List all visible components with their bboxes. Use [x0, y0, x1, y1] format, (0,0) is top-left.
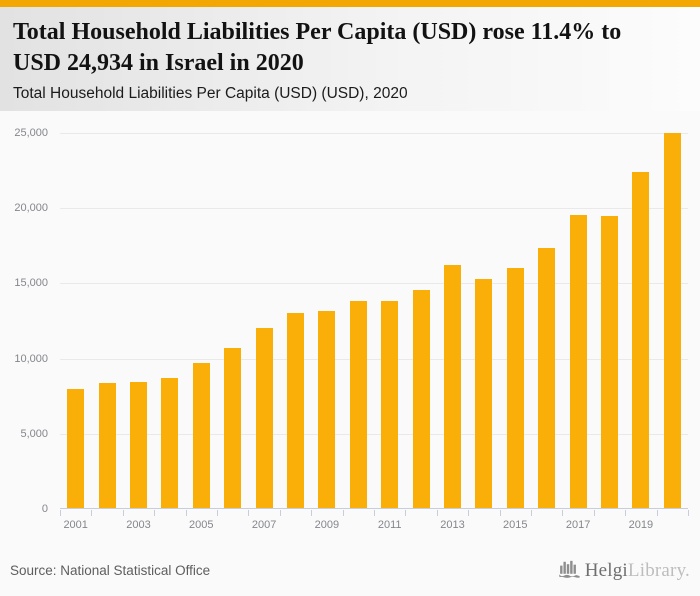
x-tick-label-2013: 2013	[440, 519, 465, 531]
y-tick-label-10,000: 10,000	[14, 352, 48, 365]
x-axis-tick	[499, 510, 501, 516]
chart-area: 0 5,000 10,000 15,000 20,000 25,000 2001 2003 2…	[0, 111, 700, 545]
x-axis-tick	[405, 510, 407, 516]
bar-2016[interactable]	[538, 247, 556, 508]
x-axis-tick	[688, 510, 689, 516]
y-tick-label-25,000: 25,000	[14, 127, 48, 139]
x-tick-label-2007: 2007	[251, 519, 277, 531]
x-axis-tick	[342, 510, 344, 516]
bar-2004[interactable]	[161, 377, 179, 508]
x-axis-tick	[531, 510, 532, 516]
x-axis-tick	[185, 510, 187, 516]
x-axis-tick	[436, 510, 438, 516]
x-axis-tick	[91, 510, 93, 516]
y-tick-label-5,000: 5,000	[20, 427, 48, 440]
bar-2020[interactable]	[663, 133, 681, 508]
x-tick-label-2017: 2017	[565, 519, 591, 531]
x-tick-label-2001: 2001	[63, 519, 88, 531]
x-axis-tick	[374, 510, 375, 516]
x-axis-tick	[562, 510, 564, 516]
chart-title: Total Household Liabilities Per Capita (…	[13, 19, 622, 76]
x-axis-tick	[60, 510, 61, 516]
y-tick-label-0: 0	[41, 503, 48, 515]
x-axis-tick	[122, 510, 124, 516]
x-axis-tick	[217, 510, 218, 516]
x-axis-tick	[311, 510, 313, 516]
x-axis-tick	[625, 510, 627, 516]
bar-2017[interactable]	[569, 215, 587, 508]
gridline-25,000	[60, 133, 688, 134]
helgi-library-logo[interactable]: HelgiLibrary.	[558, 557, 690, 585]
bar-2008[interactable]	[287, 313, 304, 508]
x-axis-tick	[154, 510, 156, 516]
bar-2013[interactable]	[444, 265, 461, 508]
x-tick-label-2019: 2019	[628, 519, 654, 531]
chart-subtitle: Total Household Liabilities Per Capita (…	[13, 85, 408, 102]
accent-stripe	[0, 0, 700, 7]
x-axis-tick	[248, 510, 250, 516]
helgi-library-icon	[558, 557, 581, 585]
x-axis-tick	[593, 510, 595, 516]
gridline-10,000	[60, 358, 688, 360]
chart-header: Total Household Liabilities Per Capita (…	[0, 7, 700, 111]
x-tick-label-2005: 2005	[189, 519, 214, 531]
bar-2001[interactable]	[67, 389, 85, 508]
bar-2006[interactable]	[224, 347, 242, 508]
x-axis-tick	[656, 510, 658, 516]
bar-2003[interactable]	[130, 382, 147, 508]
bar-2002[interactable]	[98, 383, 116, 508]
x-axis-tick	[279, 510, 281, 516]
bar-2015[interactable]	[506, 268, 524, 508]
plot-area	[60, 133, 688, 509]
logo-text-library: Library.	[627, 559, 690, 581]
y-tick-label-15,000: 15,000	[14, 277, 48, 290]
gridline-20,000	[60, 208, 688, 210]
bar-2010[interactable]	[349, 301, 367, 508]
gridline-15,000	[60, 283, 688, 285]
bar-2005[interactable]	[192, 362, 210, 508]
bar-2018[interactable]	[601, 216, 618, 508]
x-tick-label-2011: 2011	[377, 519, 402, 531]
bar-2007[interactable]	[255, 328, 273, 508]
bar-2019[interactable]	[632, 171, 650, 508]
source-note: Source: National Statistical Office	[10, 563, 211, 578]
x-tick-label-2003: 2003	[126, 519, 151, 531]
bar-2011[interactable]	[381, 300, 399, 508]
bar-2009[interactable]	[318, 311, 336, 508]
x-axis-tick	[468, 510, 470, 516]
bar-2012[interactable]	[412, 289, 430, 508]
x-tick-label-2015: 2015	[503, 519, 528, 531]
gridline-5,000	[60, 433, 688, 435]
y-tick-label-20,000: 20,000	[14, 202, 48, 215]
x-tick-label-2009: 2009	[314, 519, 340, 531]
chart-footer: Source: National Statistical Office Helg…	[0, 545, 700, 596]
logo-wordmark: HelgiLibrary.	[585, 560, 690, 582]
bar-2014[interactable]	[475, 279, 493, 508]
logo-text-helgi: Helgi	[584, 559, 628, 581]
